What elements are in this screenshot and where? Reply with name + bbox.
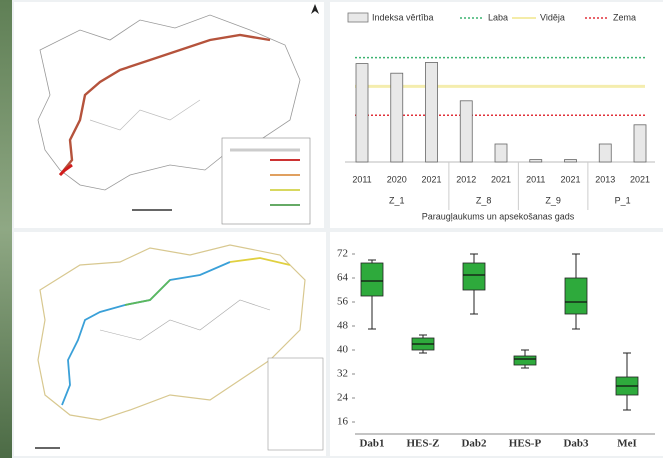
bar (426, 62, 438, 162)
x-tick-label: 2013 (595, 174, 615, 184)
map-bottom (14, 232, 326, 456)
map-top (14, 2, 324, 228)
y-tick-label: 64 (337, 272, 349, 284)
x-tick-label: Dab1 (359, 438, 384, 450)
x-tick-label: Dab2 (461, 438, 487, 450)
legend-label: Laba (488, 12, 508, 22)
x-tick-label: 2021 (560, 174, 580, 184)
legend-swatch (348, 13, 368, 22)
bar (495, 144, 507, 162)
y-tick-label: 48 (337, 320, 349, 332)
y-tick-label: 32 (337, 368, 348, 380)
bar (565, 160, 577, 162)
legend-label: Vidēja (540, 12, 565, 22)
x-tick-label: MeI (617, 438, 637, 450)
bar (634, 125, 646, 162)
bar (460, 101, 472, 162)
group-label: P_1 (615, 195, 631, 205)
bar (356, 64, 368, 162)
y-tick-label: 56 (337, 296, 349, 308)
bar-chart: Indeksa vērtība Laba Vidēja Zema 2011 2020 202… (311, 2, 663, 228)
x-tick-label: HES-P (509, 438, 542, 450)
x-tick-label: Dab3 (563, 438, 589, 450)
photo-strip (0, 0, 12, 458)
y-tick-label: 24 (337, 392, 349, 404)
x-tick-label: 2020 (387, 174, 407, 184)
group-label: Z_8 (476, 195, 492, 205)
x-tick-label: 2021 (491, 174, 511, 184)
x-tick-label: 2021 (630, 174, 650, 184)
x-tick-label: 2011 (526, 174, 545, 184)
bar (530, 160, 542, 162)
box-chart: 16 24 32 40 48 56 64 72 Dab1 HES-Z Dab2 HES-P Dab3 Me… (330, 232, 663, 456)
x-axis-title: Paraugļaukums un apsekošanas gads (422, 211, 575, 221)
figure: Indeksa vērtība Laba Vidēja Zema 2011 2020 202… (0, 0, 663, 458)
x-tick-label: 2021 (421, 174, 441, 184)
box (361, 263, 383, 296)
x-tick-label: 2012 (456, 174, 476, 184)
bar (391, 73, 403, 162)
y-tick-label: 16 (337, 416, 349, 428)
box (565, 278, 587, 314)
legend-label: Indeksa vērtība (372, 12, 434, 22)
bar (599, 144, 611, 162)
y-tick-label: 72 (337, 248, 348, 260)
group-label: Z_9 (545, 195, 561, 205)
x-tick-label: 2011 (352, 174, 371, 184)
box (463, 263, 485, 290)
x-tick-label: HES-Z (406, 438, 439, 450)
legend-label: Zema (613, 12, 636, 22)
group-label: Z_1 (389, 195, 405, 205)
y-tick-label: 40 (337, 344, 349, 356)
box (514, 356, 536, 365)
